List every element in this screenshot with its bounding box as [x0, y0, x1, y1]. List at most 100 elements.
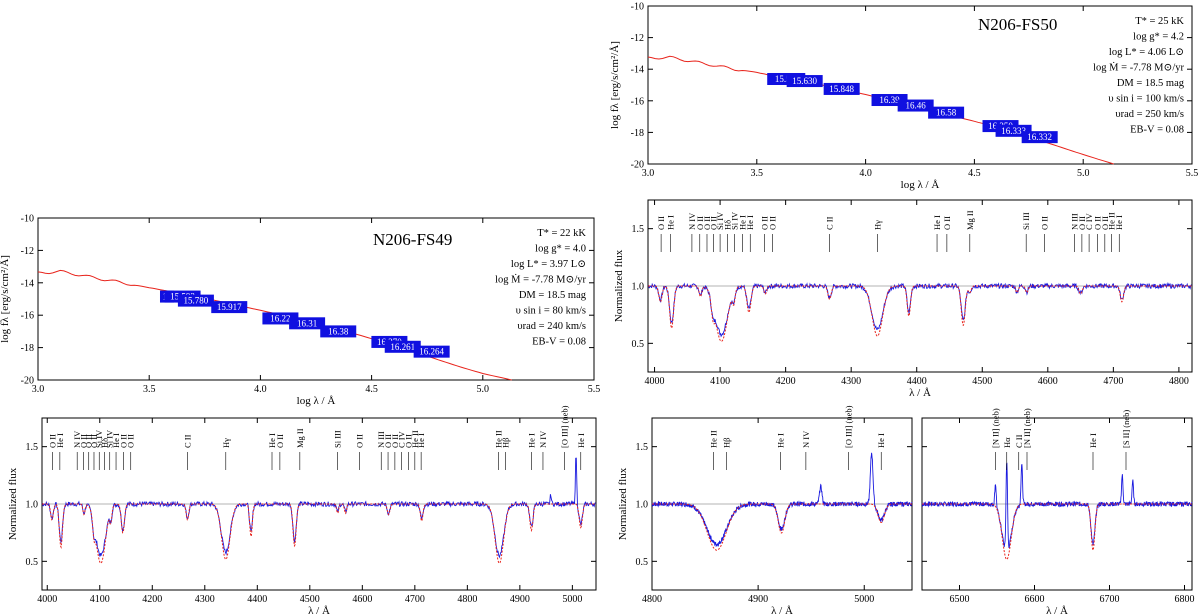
line-identification: He I — [775, 433, 785, 470]
x-tick-label: 5.0 — [1077, 168, 1090, 179]
line-identification: [N II] (neb) — [1022, 408, 1032, 470]
magnitude-label: 16.46 — [906, 101, 927, 111]
y-tick-label: -12 — [21, 246, 34, 257]
line-label: O II — [942, 216, 952, 230]
line-label: Si IV — [715, 211, 725, 230]
line-label: Hδ — [722, 220, 732, 230]
line-identification: Hδ — [99, 438, 109, 470]
line-label: O II — [695, 216, 705, 230]
line-label: He I — [876, 433, 886, 448]
panel-spec-fs50: 4000 4100 4200 4300 4400 4500 4600 4700 4800 0.5 1… — [613, 199, 1193, 399]
magnitude-label: 16.31 — [297, 318, 317, 328]
stellar-parameter: υ sin i = 100 km/s — [1108, 94, 1184, 105]
line-label: [S II] (neb) — [1121, 410, 1131, 448]
x-tick-label: 6500 — [950, 594, 970, 605]
x-tick-label: 3.0 — [32, 384, 45, 395]
line-label: O II — [656, 216, 666, 230]
observed-spectrum — [651, 452, 913, 547]
x-tick-label: 4800 — [1169, 376, 1189, 387]
line-label: N IV — [72, 430, 82, 448]
line-identification: He I — [745, 215, 755, 252]
line-identification: He I — [876, 433, 886, 470]
magnitude-box — [320, 325, 357, 338]
magnitude-label: 16.333 — [1001, 126, 1026, 136]
stellar-parameter: T* = 25 kK — [1135, 16, 1184, 27]
line-identification: Si IV — [715, 211, 725, 252]
x-tick-label: 4100 — [90, 594, 110, 605]
line-identification: O II — [1100, 216, 1110, 252]
y-tick-label: 1.0 — [26, 500, 39, 511]
line-identification: C II — [1014, 434, 1024, 470]
line-identification: N III — [376, 431, 386, 470]
line-label: O II — [1040, 216, 1050, 230]
panel-sed-fs49: 3.0 3.5 4.0 4.5 5.0 5.5 -10 -12 -14 -16 -18 -20 log … — [0, 214, 600, 408]
line-identification: Hβ — [501, 438, 511, 470]
line-label: O II — [78, 434, 88, 448]
line-identification: C II — [825, 216, 835, 252]
line-identification: He I — [111, 433, 121, 470]
line-label: He I — [111, 433, 121, 448]
plot-frame — [647, 5, 1193, 165]
x-axis-label: log λ / Å — [901, 179, 940, 191]
line-label: [N II] (neb) — [1022, 408, 1032, 448]
line-label: He II — [410, 430, 420, 448]
x-tick-label: 4400 — [247, 594, 267, 605]
x-axis-label: λ / Å — [1046, 605, 1068, 615]
plot-frame — [37, 217, 595, 381]
x-tick-label: 4600 — [352, 594, 372, 605]
y-tick-label: -16 — [631, 96, 644, 107]
magnitude-label: 16.264 — [419, 347, 444, 357]
x-tick-label: 4400 — [907, 376, 927, 387]
stellar-parameter: EB-V = 0.08 — [1130, 125, 1184, 136]
x-tick-label: 6600 — [1025, 594, 1045, 605]
x-tick-label: 4200 — [142, 594, 162, 605]
magnitude-marker: 15.917 — [211, 301, 248, 314]
line-label: C IV — [397, 430, 407, 448]
line-label: N IV — [538, 430, 548, 448]
star-title: N206-FS50 — [978, 15, 1057, 34]
x-axis-label: λ / Å — [308, 605, 330, 615]
y-tick-label: -14 — [631, 65, 644, 76]
line-identification: Mg II — [965, 210, 975, 252]
line-label: C II — [825, 216, 835, 230]
line-identification: O II — [275, 434, 285, 470]
line-identification: He I — [665, 215, 675, 252]
line-identification: Si IV — [94, 429, 104, 470]
magnitude-label: 15.848 — [829, 84, 854, 94]
line-label: He I — [665, 215, 675, 230]
line-label: He I — [1114, 215, 1124, 230]
x-tick-label: 4000 — [37, 594, 57, 605]
line-label: He I — [576, 433, 586, 448]
sed-model-line — [647, 55, 1114, 165]
line-identification: He I — [416, 433, 426, 470]
x-tick-label: 4900 — [510, 594, 530, 605]
model-spectrum — [648, 285, 1192, 342]
line-label: Hδ — [99, 438, 109, 448]
line-label: He I — [932, 215, 942, 230]
line-identification: O II — [355, 434, 365, 470]
magnitude-marker: 16.332 — [1021, 131, 1058, 144]
x-tick-label: 5.5 — [588, 384, 601, 395]
x-tick-label: 5000 — [854, 594, 874, 605]
x-tick-label: 3.5 — [143, 384, 156, 395]
line-label: [N II] (neb) — [991, 408, 1001, 448]
line-identification: He I — [267, 433, 277, 470]
line-identification: He I — [526, 433, 536, 470]
line-identification: Hβ — [721, 438, 731, 470]
magnitude-box — [289, 317, 326, 330]
line-identification: O II — [390, 434, 400, 470]
magnitude-label: 15.630 — [792, 76, 817, 86]
x-tick-label: 4200 — [776, 376, 796, 387]
line-identification: O II — [84, 434, 94, 470]
magnitude-box — [897, 99, 934, 112]
magnitude-box — [211, 301, 248, 314]
line-identification: [S II] (neb) — [1121, 410, 1131, 470]
line-identification: He I — [1088, 433, 1098, 470]
stellar-parameter: log Ṁ = -7.78 M⊙/yr — [1093, 62, 1184, 74]
line-identification: He II — [709, 430, 719, 470]
line-identification: He II — [1106, 212, 1116, 252]
line-label: He I — [526, 433, 536, 448]
line-label: Si IV — [730, 211, 740, 230]
line-label: O II — [383, 434, 393, 448]
x-tick-label: 6800 — [1175, 594, 1195, 605]
